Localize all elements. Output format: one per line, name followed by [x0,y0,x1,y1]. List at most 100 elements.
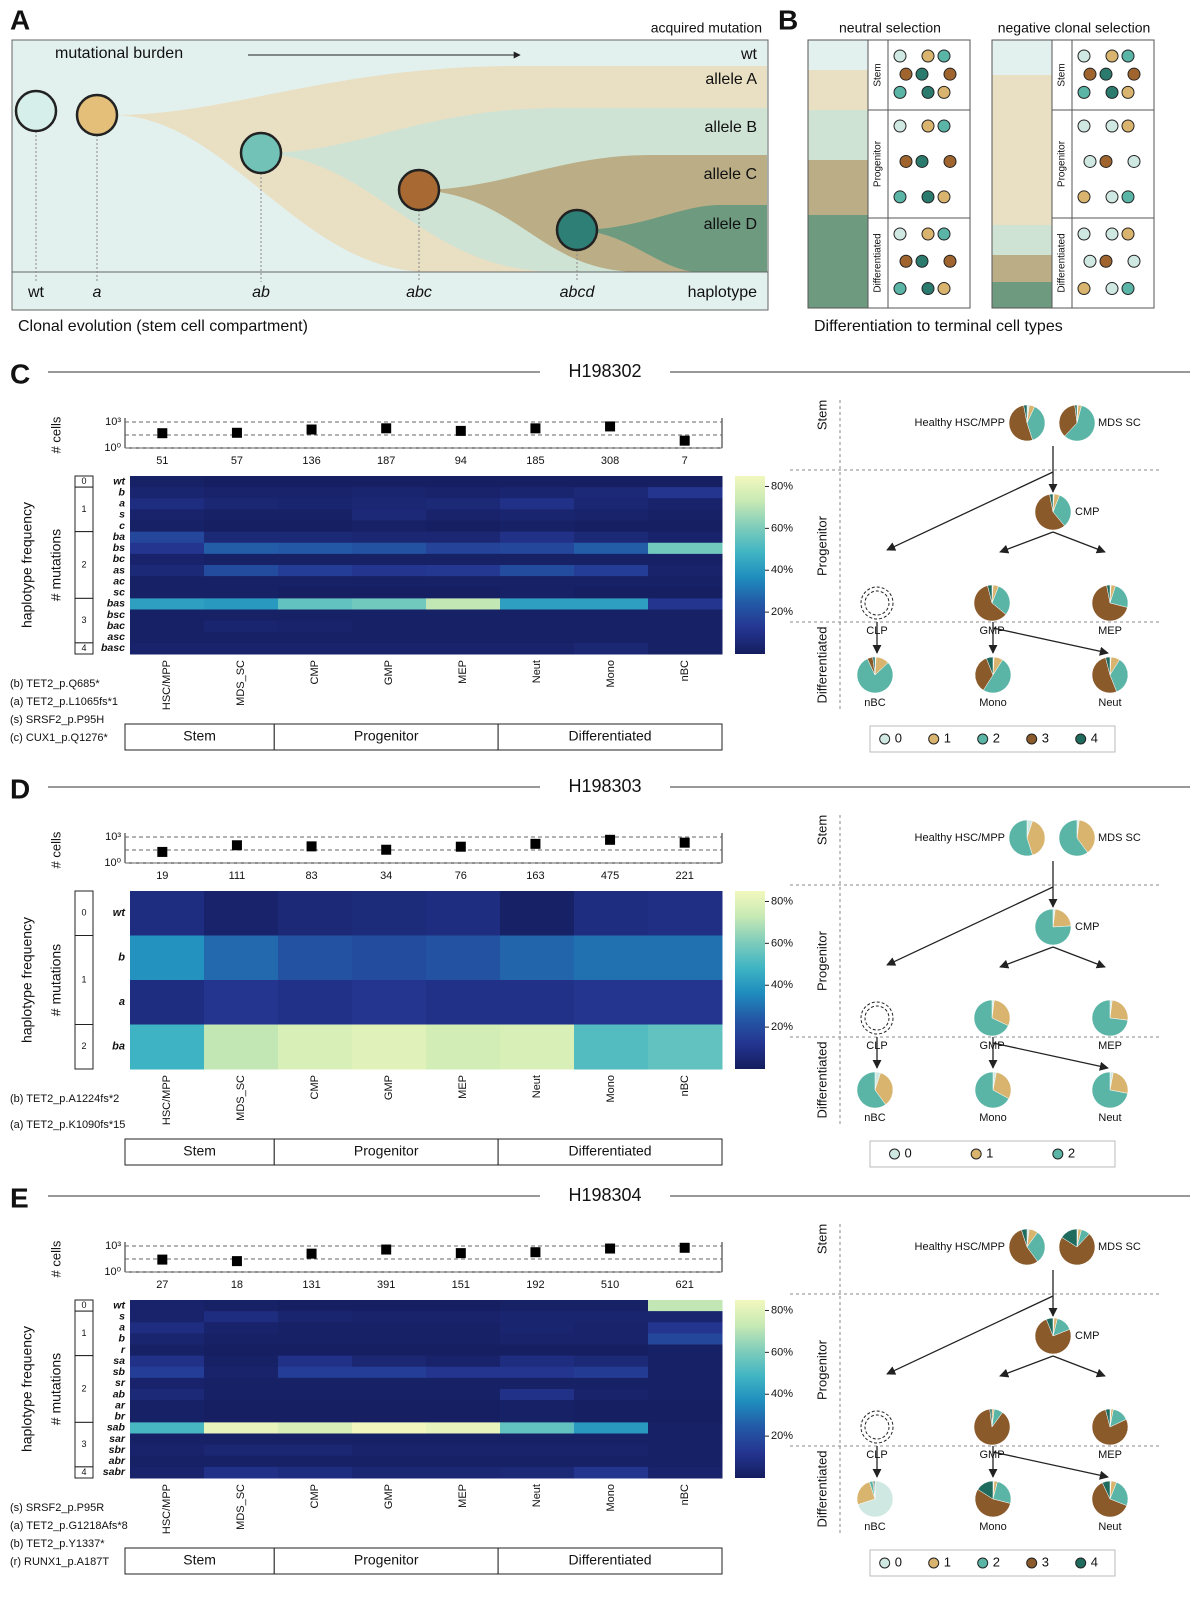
compartment-label: Stem [814,400,829,430]
cell-dot [1078,228,1090,240]
heatmap-cell [352,1300,427,1312]
cell-dot [1122,120,1134,132]
heatmap-cell [130,1400,205,1412]
cell-dot [916,155,928,167]
pie-label: nBC [864,697,885,709]
heatmap-cell [278,610,353,622]
heatmap-cell [204,632,279,644]
heatmap-cell [204,1367,279,1379]
heatmap-cell [352,587,427,599]
heatmap-cell [426,521,501,533]
clone-circle [557,210,597,250]
pie-label: Mono [979,697,1007,709]
cell-dot [922,283,934,295]
heatmap-cell [574,487,649,499]
heatmap-cell [130,1345,205,1357]
stack-band [808,70,868,110]
group-label: 2 [81,1041,86,1051]
cell-dot [922,191,934,203]
pie-label: Neut [1098,1521,1121,1533]
cell-count-marker [605,421,615,431]
cell-count-marker [381,845,391,855]
heatmap-cell [648,1300,723,1312]
heatmap-cell [352,632,427,644]
cell-count-marker [232,1256,242,1266]
value-label: 192 [526,1279,544,1291]
heatmap-cell [204,1378,279,1390]
group-label: 1 [81,1328,86,1338]
cell-dot [938,50,950,62]
heatmap-cell [426,936,501,981]
heatmap-cell [278,487,353,499]
heatmap-cell [574,498,649,510]
heatmap-cell [648,1025,723,1070]
heatmap-cell [648,598,723,610]
heatmap-cell [426,543,501,555]
stack-band [992,110,1052,195]
heatmap-cell [352,532,427,544]
cell-dot [944,155,956,167]
heatmap-cell [648,498,723,510]
heatmap-cell [500,487,575,499]
pie-label: Healthy HSC/MPP [915,832,1005,844]
heatmap-cell [500,532,575,544]
legend-swatch [1027,1558,1037,1568]
heatmap-cell [130,1311,205,1323]
cell-dot [1122,191,1134,203]
heatmap-cell [130,554,205,566]
heatmap-cell [352,1389,427,1401]
cell-dot [1122,86,1134,98]
heatmap-cell [278,554,353,566]
lineage-arrow [887,472,1053,550]
group-label: 4 [81,1467,86,1477]
heatmap-cell [278,1322,353,1334]
pie-label: GMP [979,1449,1004,1461]
cell-dot [1106,283,1118,295]
heatmap-cell [426,1345,501,1357]
heatmap-cell [500,1025,575,1070]
pie-label: CMP [1075,1330,1099,1342]
legend-label: 2 [1068,1145,1075,1160]
heatmap-cell [574,598,649,610]
heatmap-cell [648,610,723,622]
cell-dot [1128,155,1140,167]
cell-dot [900,255,912,267]
allele-label: allele D [704,216,757,233]
heatmap-cell [130,621,205,633]
legend-label: 2 [993,1554,1000,1569]
legend-label: 2 [993,730,1000,745]
heatmap-cell [648,621,723,633]
group-label: 3 [81,1439,86,1449]
value-label: 7 [682,455,688,467]
allele-label: allele A [705,71,757,88]
legend-label: 0 [905,1145,912,1160]
heatmap-cell [574,1378,649,1390]
clone-circle [16,91,56,131]
cell-dot [1100,68,1112,80]
lineage-arrow [1053,947,1105,967]
lineage-arrow [1000,1356,1053,1376]
group-label: 0 [81,1300,86,1310]
heatmap-cell [574,565,649,577]
compartment-label: Differentiated [814,1450,829,1527]
heatmap-cell [574,1434,649,1446]
heatmap-cell [352,543,427,555]
mutation-label: (b) TET2_p.A1224fs*2 [10,1093,119,1105]
cell-dot [894,120,906,132]
heatmap-cell [574,1367,649,1379]
compartment-label: Progenitor [873,140,884,187]
heatmap-cell [278,543,353,555]
heatmap-cell [500,587,575,599]
heatmap-cell [648,1422,723,1434]
legend-swatch [978,1558,988,1568]
y-axis-label: haplotype frequency [19,917,35,1043]
compartment-label: Progenitor [814,1339,829,1400]
heatmap-cell [574,936,649,981]
heatmap-cell [426,498,501,510]
heatmap-cell [500,543,575,555]
value-label: 34 [380,870,392,882]
row-label: basc [101,642,125,654]
stack-band [992,282,1052,308]
x-tick-label: MEP [457,1484,469,1508]
heatmap-cell [352,1434,427,1446]
